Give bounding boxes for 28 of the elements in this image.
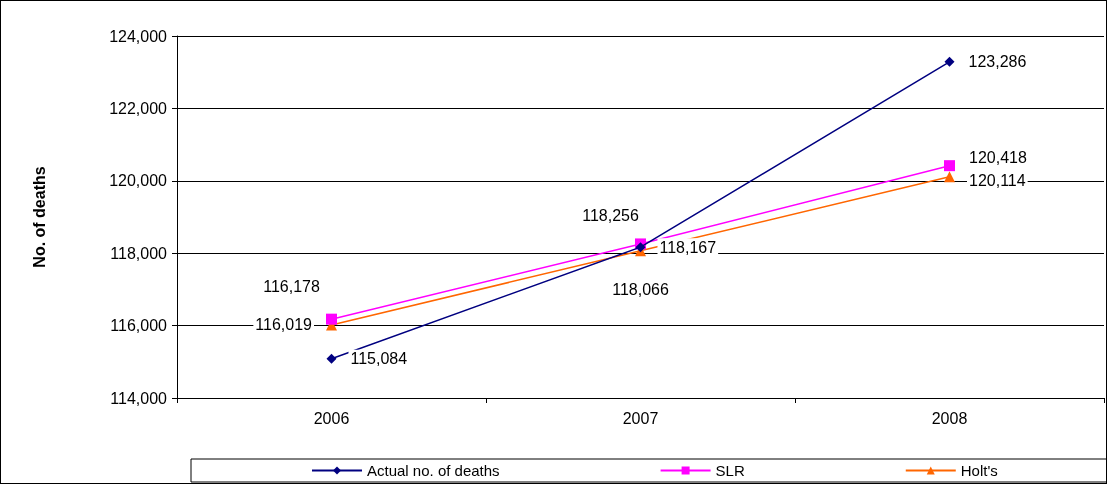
y-tick-label: 116,000 bbox=[110, 317, 168, 335]
point bbox=[944, 160, 955, 172]
y-axis-title: No. of deaths bbox=[30, 166, 48, 268]
legend-label: Holt's bbox=[960, 462, 998, 479]
data-label: 116,019 bbox=[255, 316, 313, 334]
point bbox=[635, 242, 646, 253]
data-label: 116,178 bbox=[263, 278, 320, 296]
y-tick-label: 124,000 bbox=[109, 27, 168, 45]
y-tick-label: 120,000 bbox=[109, 172, 168, 190]
data-label: 118,167 bbox=[659, 238, 717, 256]
y-tick-label: 122,000 bbox=[109, 99, 168, 117]
legend-label: Actual no. of deaths bbox=[367, 462, 500, 479]
point bbox=[326, 313, 337, 325]
data-label: 123,286 bbox=[968, 53, 1027, 71]
data-label: 118,066 bbox=[612, 280, 669, 298]
point bbox=[944, 56, 955, 67]
legend-label: SLR bbox=[715, 462, 745, 479]
data-label: 120,114 bbox=[969, 172, 1026, 190]
x-tick-label: 2008 bbox=[931, 409, 968, 427]
data-label: 120,418 bbox=[969, 149, 1027, 167]
point bbox=[326, 353, 337, 364]
point bbox=[944, 171, 955, 183]
y-tick-label: 114,000 bbox=[110, 389, 168, 407]
data-label: 118,256 bbox=[582, 206, 639, 224]
data-label: 115,084 bbox=[350, 350, 408, 368]
x-tick-label: 2006 bbox=[313, 409, 350, 427]
y-tick-label: 118,000 bbox=[110, 244, 168, 262]
x-tick-label: 2007 bbox=[622, 409, 659, 427]
